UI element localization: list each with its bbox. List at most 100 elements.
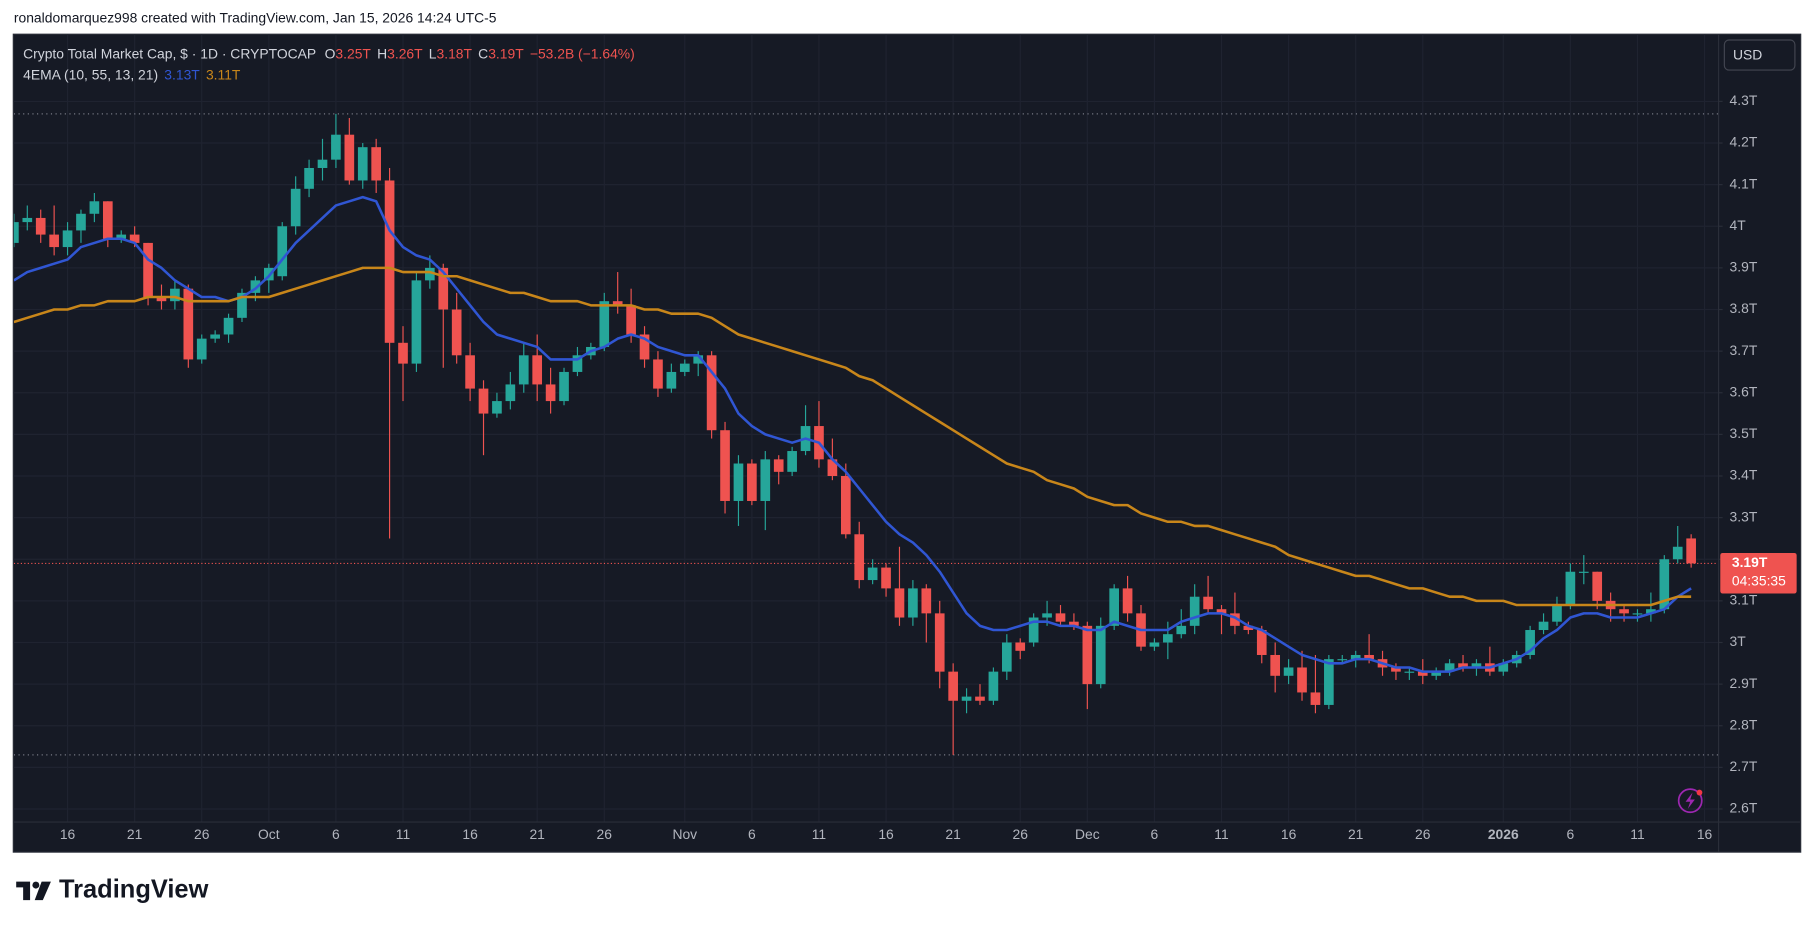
y-tick-label: 3T: [1730, 633, 1747, 649]
logo-dot: [32, 881, 40, 889]
logo[interactable]: TradingView: [16, 876, 209, 904]
candle-body: [639, 334, 650, 360]
candle-body: [559, 371, 569, 402]
candle-body: [1243, 625, 1254, 631]
candle-body: [170, 288, 180, 302]
candle-body: [988, 671, 999, 701]
candle-body: [975, 696, 985, 701]
alert-icon[interactable]: [1677, 788, 1703, 814]
candle-body: [854, 534, 865, 581]
candle-body: [465, 355, 475, 389]
candle-body: [250, 280, 261, 293]
candle-body: [317, 159, 328, 168]
candle-body: [1431, 671, 1442, 676]
x-tick-label: 16: [60, 826, 76, 842]
candle-body: [1015, 642, 1026, 651]
axes: 2.6T2.7T2.8T2.9T3T3.1T3.2T3.3T3.4T3.5T3.…: [60, 92, 1797, 842]
candle-body: [1055, 613, 1066, 622]
candle-body: [371, 147, 382, 181]
candle-body: [1310, 692, 1321, 705]
y-tick-label: 2.7T: [1730, 758, 1758, 774]
candle-body: [518, 355, 529, 385]
candle-body: [1297, 667, 1307, 693]
candle-body: [1069, 621, 1079, 626]
chart-panel: [12, 33, 1802, 853]
candle-body: [210, 334, 220, 339]
x-tick-label: Oct: [258, 826, 280, 842]
candle-body: [1350, 654, 1361, 660]
candle-body: [1646, 609, 1656, 614]
indicator-legend: 4EMA (10, 55, 13, 21) 3.13T 3.11T: [23, 66, 241, 82]
candle-body: [894, 588, 905, 618]
y-tick-label: 4.1T: [1730, 175, 1758, 191]
y-tick-label: 3.4T: [1730, 467, 1758, 483]
candle-body: [1417, 671, 1428, 676]
candle-body: [49, 234, 59, 248]
indicator-value: 3.11T: [206, 66, 241, 82]
candle-body: [1552, 605, 1562, 622]
alert-dot: [1696, 789, 1703, 796]
x-tick-label: 21: [1348, 826, 1364, 842]
candle-body: [102, 201, 113, 239]
currency-button[interactable]: [1723, 39, 1796, 71]
indicator-value: 3.13T: [164, 66, 200, 82]
candle-body: [773, 459, 784, 472]
candle-body: [156, 297, 167, 302]
candle-body: [1122, 588, 1133, 614]
candle-body: [653, 359, 663, 389]
plot-area: [13, 113, 1718, 756]
candle-body: [840, 476, 851, 535]
y-tick-label: 4.2T: [1730, 134, 1758, 150]
candle-body: [1230, 613, 1240, 626]
currency-label[interactable]: USD: [1733, 46, 1762, 62]
candle-body: [1525, 630, 1535, 655]
candle-body: [1632, 613, 1643, 615]
candle-body: [948, 671, 958, 701]
candle-body: [1578, 571, 1589, 573]
ohlc-key: L: [429, 45, 437, 61]
candle-body: [1672, 546, 1683, 560]
candle-body: [760, 459, 771, 501]
candle-body: [384, 180, 395, 343]
x-tick-label: Dec: [1075, 826, 1100, 842]
candle-body: [22, 217, 33, 223]
x-tick-label: Nov: [672, 826, 697, 842]
candle-body: [183, 288, 194, 360]
candle-body: [693, 355, 704, 364]
candle-body: [76, 213, 86, 231]
candle-body: [1203, 596, 1213, 610]
x-tick-label: 6: [332, 826, 340, 842]
candle-body: [827, 459, 838, 477]
alert-ring[interactable]: [1677, 788, 1703, 814]
logo-text[interactable]: TradingView: [59, 876, 209, 904]
candle-body: [425, 267, 435, 281]
x-tick-label: 26: [194, 826, 210, 842]
ohlc-key: O: [325, 45, 336, 61]
candle-body: [961, 696, 972, 701]
logo-slash: [34, 881, 51, 901]
y-tick-label: 4.3T: [1730, 92, 1758, 108]
ohlc-value: 3.26T: [387, 45, 423, 61]
candle-body: [223, 317, 234, 335]
y-tick-label: 4T: [1730, 217, 1747, 233]
y-tick-label: 3.7T: [1730, 342, 1758, 358]
logo-mark: [16, 881, 31, 901]
candle-body: [438, 267, 449, 310]
ohlc-key: C: [478, 45, 488, 61]
candle-body: [62, 230, 73, 248]
candle-body: [1444, 663, 1455, 672]
attribution: ronaldomarquez998 created with TradingVi…: [14, 9, 497, 25]
x-tick-label: 16: [1697, 826, 1713, 842]
candle-body: [1471, 663, 1482, 668]
y-tick-label: 2.6T: [1730, 800, 1758, 816]
candle-body: [1619, 609, 1629, 614]
candle-body: [706, 355, 717, 431]
x-tick-label: 16: [878, 826, 894, 842]
price-tag-value: 3.19T: [1732, 554, 1768, 570]
ohlc-value: 3.19T: [488, 45, 524, 61]
candle-body: [908, 588, 918, 618]
y-tick-label: 3.8T: [1730, 300, 1758, 316]
candle-body: [263, 267, 274, 281]
alert-bolt[interactable]: [1685, 792, 1695, 809]
